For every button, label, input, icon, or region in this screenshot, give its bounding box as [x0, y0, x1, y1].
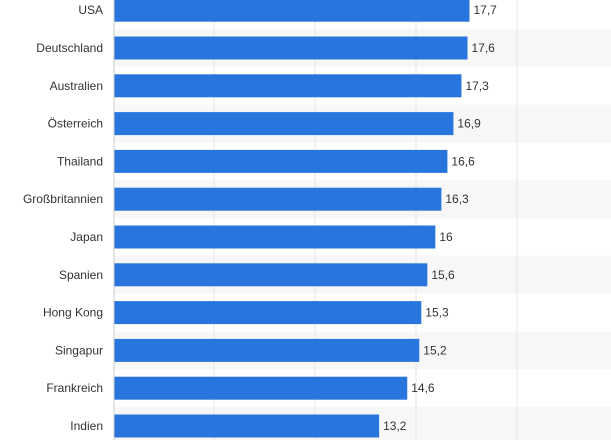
category-label: Hong Kong: [43, 306, 103, 320]
category-label: Australien: [50, 79, 103, 93]
bars: [114, 0, 470, 438]
value-label: 15,3: [425, 306, 449, 320]
value-label: 16,3: [445, 192, 469, 206]
bar: [114, 263, 428, 287]
bar: [114, 376, 408, 400]
category-label: Spanien: [59, 268, 103, 282]
category-label: Frankreich: [46, 381, 103, 395]
category-label: Österreich: [48, 117, 103, 131]
value-label: 17,3: [465, 79, 489, 93]
value-label: 17,7: [474, 3, 498, 17]
value-label: 16,6: [451, 154, 475, 168]
category-label: USA: [78, 3, 103, 17]
value-label: 13,2: [383, 419, 407, 433]
bar: [114, 112, 454, 136]
category-label: Thailand: [57, 154, 103, 168]
bar: [114, 187, 442, 211]
bar: [114, 301, 422, 325]
bar: [114, 414, 380, 438]
value-labels: 17,7 17,6 17,3 16,9 16,6 16,3 16 15,6 15,3 15,2 14…: [383, 3, 497, 433]
category-label: Deutschland: [36, 41, 103, 55]
value-label: 16: [439, 230, 453, 244]
category-label: Großbritannien: [23, 192, 103, 206]
bar: [114, 74, 462, 98]
category-labels: USA Deutschland Australien Österreich Thaila…: [23, 3, 103, 433]
value-label: 15,6: [431, 268, 455, 282]
category-label: Indien: [70, 419, 103, 433]
value-label: 17,6: [471, 41, 495, 55]
value-label: 16,9: [457, 117, 481, 131]
bar: [114, 338, 420, 362]
category-label: Japan: [70, 230, 103, 244]
value-label: 15,2: [423, 343, 447, 357]
bar: [114, 0, 470, 22]
bar: [114, 149, 448, 173]
bar: [114, 225, 436, 249]
bar: [114, 36, 468, 60]
value-label: 14,6: [411, 381, 435, 395]
category-label: Singapur: [55, 343, 103, 357]
